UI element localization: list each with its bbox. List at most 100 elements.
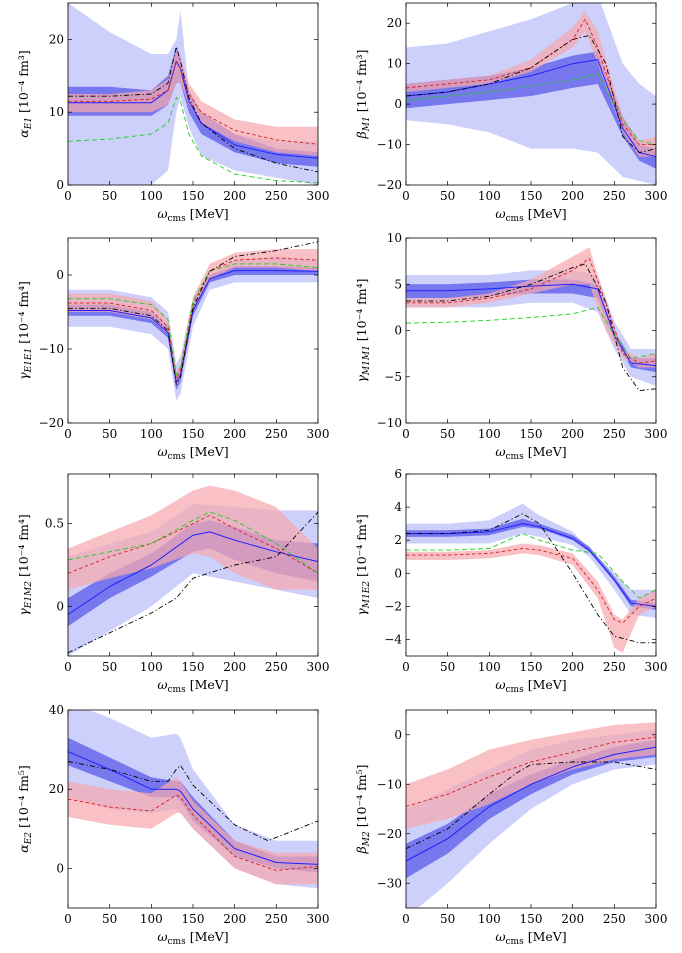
y-tick-label: 0 — [394, 324, 402, 338]
series-green-line — [406, 533, 656, 599]
y-tick-label: 0 — [56, 178, 64, 192]
panel-alphaE1: 0 50 100 150 200 250 300 0 10 20 ωcms [MeV] αE1 [10… — [16, 2, 330, 224]
x-axis-label: ωcms [MeV] — [157, 444, 228, 462]
plot-area — [68, 241, 318, 401]
x-tick-label: 250 — [603, 660, 626, 674]
plot-area — [68, 710, 318, 889]
x-axis-label: ωcms [MeV] — [157, 929, 228, 947]
y-tick-label: 6 — [394, 467, 402, 481]
x-axis-label: ωcms [MeV] — [495, 929, 566, 947]
x-tick-label: 150 — [182, 660, 205, 674]
y-tick-label: −30 — [377, 876, 402, 890]
x-tick-label: 300 — [645, 189, 668, 203]
y-tick-label: 10 — [387, 57, 402, 71]
x-tick-label: 250 — [265, 189, 288, 203]
blue-outer-band — [68, 256, 318, 401]
panel-gammaE1M2: 0 50 100 150 200 250 300 0 0.5 ωcms [MeV] γE1M2 [1… — [16, 473, 330, 695]
x-tick-label: 100 — [478, 189, 501, 203]
x-tick-label: 150 — [520, 189, 543, 203]
y-axis-label: γM1E2 [10⁻⁴ fm⁴] — [354, 514, 372, 615]
y-tick-label: −2 — [384, 599, 402, 613]
plot-area — [406, 503, 656, 653]
x-tick-label: 0 — [64, 660, 72, 674]
x-tick-label: 50 — [440, 660, 455, 674]
series-green-line — [406, 306, 656, 359]
y-tick-label: 0 — [394, 566, 402, 580]
y-tick-label: −20 — [39, 416, 64, 430]
red-band — [406, 722, 656, 829]
y-tick-label: 0 — [394, 728, 402, 742]
series-green-line — [68, 263, 318, 376]
blue-outer-band — [406, 729, 656, 908]
series-black-line — [68, 761, 318, 842]
x-tick-label: 300 — [307, 660, 330, 674]
x-tick-label: 100 — [140, 912, 163, 926]
x-tick-label: 200 — [561, 912, 584, 926]
blue-inner-band — [406, 518, 656, 610]
red-band — [68, 485, 318, 590]
x-tick-label: 0 — [402, 189, 410, 203]
y-tick-label: −20 — [377, 827, 402, 841]
y-tick-label: 0 — [56, 861, 64, 875]
x-tick-label: 150 — [182, 189, 205, 203]
series-red-line — [68, 794, 318, 871]
x-tick-label: 300 — [645, 660, 668, 674]
x-axis-label: ωcms [MeV] — [495, 444, 566, 462]
x-tick-label: 50 — [440, 427, 455, 441]
x-tick-label: 50 — [440, 912, 455, 926]
y-axis-label: βM2 [10⁻⁴ fm⁵] — [354, 765, 372, 855]
plot-area — [68, 485, 318, 656]
series-black-line — [68, 511, 318, 654]
series-red-line — [406, 736, 656, 807]
y-tick-label: 4 — [394, 500, 402, 514]
x-tick-label: 0 — [402, 660, 410, 674]
x-tick-label: 200 — [223, 660, 246, 674]
x-tick-label: 50 — [102, 427, 117, 441]
panel-gammaM1E2: 0 50 100 150 200 250 300 −4 −2 0 2 4 6 ωcms [MeV] γM1E… — [354, 467, 667, 695]
y-tick-label: 20 — [387, 16, 402, 30]
y-tick-label: 0 — [394, 97, 402, 111]
y-tick-label: 0 — [56, 599, 64, 613]
x-tick-label: 50 — [440, 189, 455, 203]
x-tick-label: 100 — [140, 189, 163, 203]
series-green-line — [68, 97, 318, 184]
panel-betaM2: 0 50 100 150 200 250 300 −30 −20 −10 0 ωcms [MeV] βM… — [354, 709, 667, 947]
series-black-line — [406, 761, 656, 850]
y-tick-label: −20 — [377, 178, 402, 192]
x-tick-label: 150 — [520, 427, 543, 441]
series-black-line — [68, 241, 318, 385]
x-tick-label: 250 — [265, 660, 288, 674]
x-tick-label: 0 — [64, 427, 72, 441]
x-tick-label: 200 — [223, 189, 246, 203]
plot-area — [406, 3, 656, 185]
plot-area — [406, 247, 656, 392]
x-tick-label: 200 — [561, 660, 584, 674]
x-tick-label: 250 — [265, 912, 288, 926]
series-red-line — [406, 18, 656, 146]
red-band — [406, 11, 656, 157]
x-axis-label: ωcms [MeV] — [157, 206, 228, 224]
x-tick-label: 100 — [478, 427, 501, 441]
x-tick-label: 100 — [140, 427, 163, 441]
y-tick-label: 10 — [387, 231, 402, 245]
x-tick-label: 200 — [561, 189, 584, 203]
x-tick-label: 150 — [182, 912, 205, 926]
x-tick-label: 300 — [645, 427, 668, 441]
x-tick-label: 0 — [402, 427, 410, 441]
x-tick-label: 300 — [307, 189, 330, 203]
series-red-line — [68, 514, 318, 574]
panel-gammaM1M1: 0 50 100 150 200 250 300 −10 −5 0 5 10 ωcms [MeV] γM1… — [354, 231, 667, 462]
red-band — [406, 247, 656, 368]
x-tick-label: 100 — [140, 660, 163, 674]
y-axis-label: γE1E1 [10⁻⁴ fm⁴] — [16, 281, 34, 380]
y-tick-label: 20 — [49, 782, 64, 796]
y-tick-label: −10 — [377, 138, 402, 152]
x-tick-label: 250 — [603, 912, 626, 926]
x-tick-label: 200 — [223, 912, 246, 926]
y-tick-label: 40 — [49, 703, 64, 717]
red-band — [406, 543, 656, 653]
y-tick-label: 5 — [394, 277, 402, 291]
series-black-line — [68, 46, 318, 173]
series-black-line — [406, 513, 656, 644]
